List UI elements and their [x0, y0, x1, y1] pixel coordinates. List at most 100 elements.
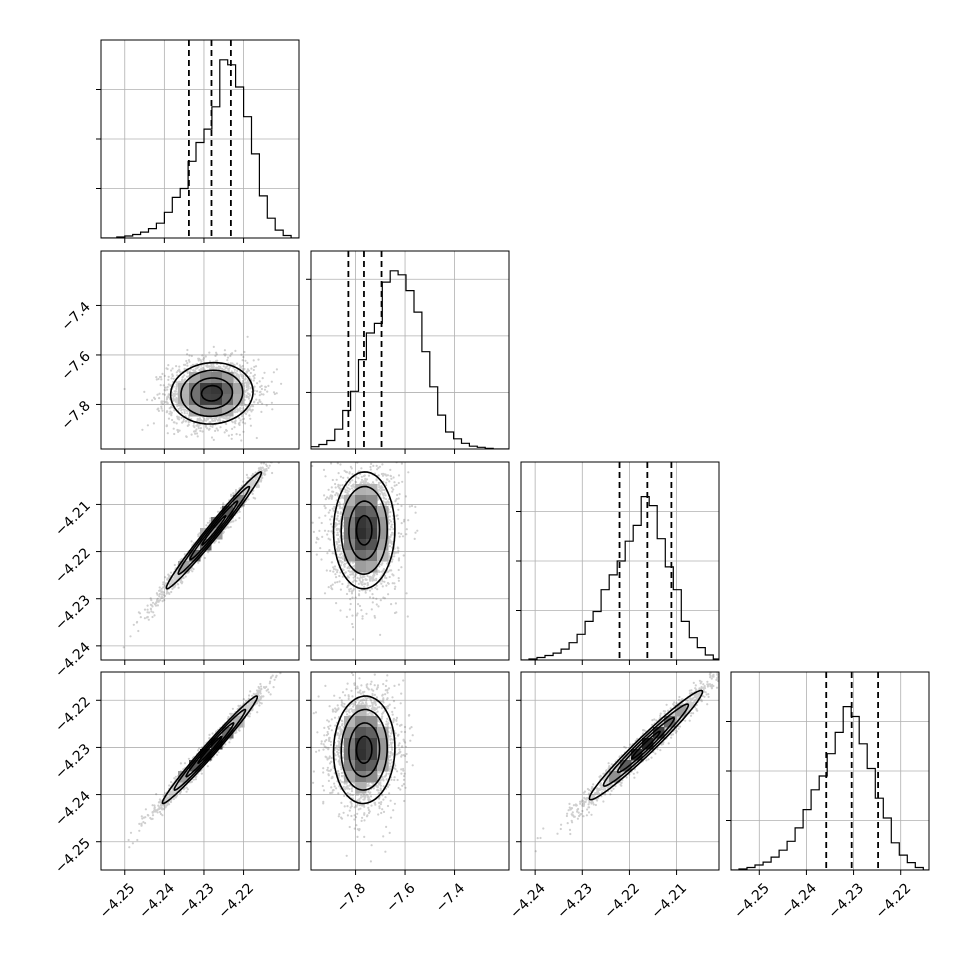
sample-point [197, 359, 200, 362]
sample-point [155, 378, 158, 381]
sample-point [258, 398, 261, 402]
sample-point [251, 482, 254, 485]
sample-point [167, 393, 170, 396]
sample-point [233, 378, 236, 381]
sample-point [154, 602, 157, 605]
sample-point [179, 559, 182, 562]
sample-point [397, 481, 400, 485]
sample-point [244, 381, 247, 384]
sample-point [256, 390, 259, 393]
sample-point [339, 556, 342, 559]
sample-point [197, 357, 200, 360]
sample-point [174, 584, 177, 587]
sample-point [342, 554, 345, 557]
sample-point [316, 537, 319, 541]
sample-point [166, 396, 169, 399]
sample-point [258, 394, 261, 397]
sample-point [169, 410, 172, 413]
sample-point [273, 392, 276, 396]
sample-point [254, 476, 257, 479]
sample-point [171, 581, 175, 584]
density-cell [189, 383, 201, 395]
sample-point [245, 394, 248, 397]
sample-point [183, 410, 186, 413]
sample-point [175, 396, 178, 400]
sample-point [236, 362, 239, 365]
sample-point [206, 417, 209, 420]
sample-point [212, 366, 215, 369]
sample-point [209, 367, 212, 370]
sample-point [262, 472, 266, 475]
sample-point [245, 412, 248, 415]
sample-point [332, 567, 336, 571]
sample-point [350, 573, 353, 576]
sample-point [193, 426, 196, 429]
sample-point [171, 579, 174, 583]
sample-point [223, 353, 226, 356]
sample-point [172, 397, 175, 400]
sample-point [251, 478, 254, 481]
density-cell [189, 394, 201, 406]
sample-point [227, 367, 230, 370]
sample-point [245, 371, 248, 375]
sample-point [388, 569, 392, 572]
sample-point [385, 501, 388, 504]
sample-point [180, 408, 183, 411]
sample-point [164, 386, 167, 389]
sample-point [258, 380, 261, 383]
sample-point [177, 583, 180, 586]
sample-point [172, 421, 175, 424]
sample-point [253, 393, 256, 396]
sample-point [204, 425, 207, 428]
sample-point [173, 578, 176, 581]
sample-point [214, 429, 217, 432]
sample-point [335, 540, 338, 544]
sample-point [164, 400, 167, 404]
sample-point [377, 483, 380, 486]
sample-point [393, 551, 397, 554]
sample-point [163, 584, 166, 587]
sample-point [261, 466, 264, 469]
sample-point [322, 468, 326, 471]
contour-level-1 [200, 384, 223, 402]
sample-point [341, 524, 344, 527]
sample-point [175, 385, 178, 388]
sample-point [182, 420, 185, 423]
sample-point [246, 335, 249, 338]
density-cell [200, 383, 212, 395]
sample-point [183, 374, 186, 377]
sample-point [345, 592, 349, 596]
sample-point [175, 398, 178, 401]
sample-point [251, 404, 254, 407]
sample-point [250, 486, 253, 489]
sample-point [169, 571, 173, 574]
sample-point [280, 382, 283, 385]
sample-point [365, 578, 368, 581]
sample-point [151, 399, 154, 402]
sample-point [256, 401, 260, 404]
sample-point [160, 405, 163, 408]
sample-point [229, 354, 232, 358]
sample-point [244, 490, 247, 493]
sample-point [250, 483, 253, 486]
sample-point [245, 404, 248, 407]
sample-point [204, 424, 208, 427]
sample-point [180, 409, 183, 412]
sample-point [361, 578, 364, 582]
sample-point [238, 375, 241, 379]
sample-point [186, 362, 189, 365]
sample-point [181, 378, 184, 381]
sample-point [176, 397, 179, 400]
sample-point [241, 418, 244, 421]
density-cell [178, 394, 190, 406]
sample-point [217, 541, 221, 544]
sample-point [143, 617, 146, 620]
sample-point [181, 580, 184, 584]
sample-point [172, 395, 175, 398]
sample-point [244, 491, 247, 494]
sample-point [178, 574, 181, 577]
sample-point [334, 459, 336, 461]
sample-point [238, 408, 241, 411]
density-cell [211, 405, 223, 417]
sample-point [338, 540, 341, 544]
